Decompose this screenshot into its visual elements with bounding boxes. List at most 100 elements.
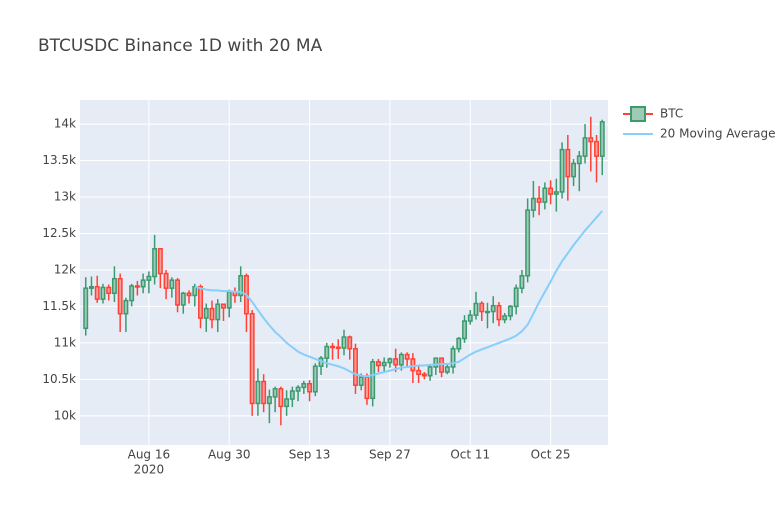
candle-body xyxy=(559,148,565,193)
candle-body xyxy=(89,285,94,289)
candle-body xyxy=(588,137,594,143)
y-tick-label: 11k xyxy=(54,335,76,349)
candle-body xyxy=(421,373,427,377)
candle-body xyxy=(198,285,203,319)
x-tick-label: Aug 30 xyxy=(208,448,251,462)
candle-body xyxy=(146,275,152,281)
candle-body xyxy=(496,304,502,321)
candle-body xyxy=(353,347,358,386)
candle-body xyxy=(335,346,341,350)
candle-body xyxy=(358,376,364,386)
candle-body xyxy=(140,279,146,288)
x-tick-label: Sep 27 xyxy=(369,448,411,462)
candle-body xyxy=(169,279,175,289)
candle-body xyxy=(117,277,123,315)
candle-body xyxy=(289,390,295,400)
candle-body xyxy=(502,315,508,321)
candle-body xyxy=(519,275,525,289)
candle-body xyxy=(330,345,335,349)
y-tick-label: 13.5k xyxy=(42,153,76,167)
x-tick-label: Oct 25 xyxy=(531,448,571,462)
candle-body xyxy=(261,380,267,405)
candle-body xyxy=(536,197,542,203)
candle-body xyxy=(186,292,192,297)
y-tick-label: 14k xyxy=(54,117,76,131)
candle-body xyxy=(375,361,381,367)
candle-body xyxy=(398,353,404,366)
grid xyxy=(80,100,608,445)
candle-body xyxy=(410,358,416,372)
candle-body xyxy=(347,336,353,350)
y-tick-label: 10k xyxy=(54,408,76,422)
plot-area xyxy=(80,100,608,445)
candle-body xyxy=(307,382,313,393)
candle-body xyxy=(157,248,163,275)
candle-body xyxy=(111,277,117,295)
ma-line xyxy=(194,210,604,378)
candle-body xyxy=(134,285,140,288)
candle-body xyxy=(599,121,605,157)
candle-body xyxy=(100,286,106,300)
candle-body xyxy=(427,366,433,377)
candle-body xyxy=(272,388,278,398)
legend: BTC 20 Moving Average xyxy=(623,106,776,141)
candle-body xyxy=(530,197,536,211)
candle-body xyxy=(513,287,519,308)
candle-body xyxy=(129,285,135,302)
y-tick-label: 12k xyxy=(54,262,76,276)
candle-body xyxy=(266,396,272,405)
candle-body xyxy=(450,347,456,368)
x-tick-label: Sep 13 xyxy=(289,448,331,462)
candle-body xyxy=(485,310,490,314)
candle-body xyxy=(364,376,370,400)
candle-body xyxy=(284,398,290,408)
candle-body xyxy=(312,365,318,393)
candle-body xyxy=(301,382,307,389)
candle-body xyxy=(565,148,571,178)
candle-body xyxy=(433,357,439,368)
x-tick-label: Aug 16 xyxy=(128,448,171,462)
candle-body xyxy=(553,191,559,195)
candle-body xyxy=(576,155,582,165)
candle-body xyxy=(94,285,100,300)
candle-body xyxy=(152,248,158,278)
candle-body xyxy=(404,353,410,360)
candle-body xyxy=(83,287,89,330)
candle-body xyxy=(123,299,129,315)
candle-body xyxy=(175,279,181,306)
candle-body xyxy=(249,312,255,405)
x-tick-label: Oct 11 xyxy=(450,448,490,462)
candle-body xyxy=(163,272,169,289)
candle-body xyxy=(370,361,376,400)
x-year-label: 2020 xyxy=(134,463,165,477)
candle-body xyxy=(479,302,485,313)
candle-body xyxy=(571,162,577,178)
candle-body xyxy=(467,314,473,322)
candle-body xyxy=(106,286,112,295)
candle-body xyxy=(295,386,301,392)
candle-body xyxy=(387,358,393,364)
candle-body xyxy=(582,137,588,157)
candle-body xyxy=(215,303,221,321)
candle-body xyxy=(180,292,186,306)
legend-label: 20 Moving Average xyxy=(660,127,776,141)
candle-body xyxy=(393,358,399,366)
candle-body xyxy=(444,366,450,373)
candle-body xyxy=(221,303,226,309)
candle-body xyxy=(381,361,387,367)
candle-body xyxy=(525,209,531,277)
chart-title: BTCUSDC Binance 1D with 20 MA xyxy=(38,36,323,56)
y-tick-label: 10.5k xyxy=(42,372,76,386)
candle-body xyxy=(462,320,467,340)
candle-body xyxy=(255,380,261,405)
candle-body xyxy=(226,291,232,309)
y-tick-label: 13k xyxy=(54,190,76,204)
candle-body xyxy=(473,302,479,316)
candle-body xyxy=(278,388,284,408)
y-tick-label: 12.5k xyxy=(42,226,76,240)
legend-swatch xyxy=(630,106,646,122)
candle-body xyxy=(203,307,209,319)
y-tick-label: 11.5k xyxy=(42,299,76,313)
candle-body xyxy=(507,305,513,317)
